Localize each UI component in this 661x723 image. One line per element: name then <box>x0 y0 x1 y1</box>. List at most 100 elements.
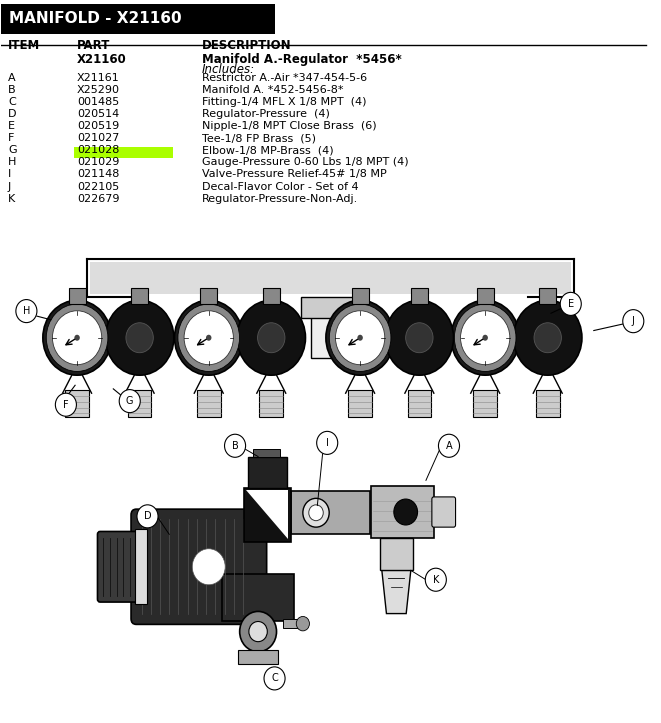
FancyBboxPatch shape <box>131 288 148 304</box>
Circle shape <box>74 335 80 341</box>
Circle shape <box>52 311 102 364</box>
FancyBboxPatch shape <box>291 491 370 534</box>
Circle shape <box>43 300 111 375</box>
Circle shape <box>461 311 510 364</box>
Polygon shape <box>382 570 410 614</box>
Circle shape <box>175 300 243 375</box>
FancyBboxPatch shape <box>259 390 283 417</box>
Circle shape <box>561 292 581 315</box>
Circle shape <box>483 335 488 341</box>
FancyBboxPatch shape <box>248 457 287 487</box>
FancyBboxPatch shape <box>348 390 372 417</box>
Text: 021148: 021148 <box>77 169 120 179</box>
FancyBboxPatch shape <box>473 390 497 417</box>
Text: F: F <box>8 133 15 143</box>
FancyBboxPatch shape <box>74 147 173 158</box>
Text: 020519: 020519 <box>77 121 120 131</box>
Polygon shape <box>247 490 288 539</box>
FancyBboxPatch shape <box>539 288 557 304</box>
Text: K: K <box>8 194 15 204</box>
FancyBboxPatch shape <box>380 538 412 570</box>
Circle shape <box>264 667 285 690</box>
Text: Includes:: Includes: <box>202 64 255 77</box>
Text: 021029: 021029 <box>77 158 120 168</box>
Text: G: G <box>8 145 17 155</box>
Circle shape <box>206 335 212 341</box>
Circle shape <box>225 435 246 457</box>
Text: 022679: 022679 <box>77 194 120 204</box>
Text: Restrictor A.-Air *347-454-5-6: Restrictor A.-Air *347-454-5-6 <box>202 73 368 82</box>
FancyBboxPatch shape <box>91 262 570 294</box>
Text: G: G <box>126 396 134 406</box>
Text: D: D <box>143 511 151 521</box>
Circle shape <box>623 309 644 333</box>
Text: E: E <box>568 299 574 309</box>
Circle shape <box>119 390 140 413</box>
FancyBboxPatch shape <box>222 574 294 621</box>
Text: D: D <box>8 109 17 119</box>
FancyBboxPatch shape <box>244 487 291 542</box>
Text: X25290: X25290 <box>77 85 120 95</box>
Circle shape <box>105 300 174 375</box>
Text: A: A <box>446 441 452 450</box>
Text: PART: PART <box>77 39 110 52</box>
Text: MANIFOLD - X21160: MANIFOLD - X21160 <box>9 11 182 26</box>
FancyBboxPatch shape <box>477 288 494 304</box>
Text: F: F <box>63 400 69 410</box>
FancyBboxPatch shape <box>262 288 280 304</box>
FancyBboxPatch shape <box>371 486 434 538</box>
Text: 021027: 021027 <box>77 133 120 143</box>
FancyBboxPatch shape <box>65 390 89 417</box>
Circle shape <box>258 322 285 353</box>
FancyBboxPatch shape <box>311 315 350 358</box>
Text: Gauge-Pressure 0-60 Lbs 1/8 MPT (4): Gauge-Pressure 0-60 Lbs 1/8 MPT (4) <box>202 158 408 168</box>
Circle shape <box>296 617 309 631</box>
Text: X21160: X21160 <box>77 53 127 66</box>
Text: X21161: X21161 <box>77 73 120 82</box>
Circle shape <box>126 322 153 353</box>
Circle shape <box>514 300 582 375</box>
Circle shape <box>438 435 459 457</box>
Circle shape <box>16 299 37 322</box>
FancyBboxPatch shape <box>253 449 280 457</box>
Circle shape <box>336 311 385 364</box>
Text: Elbow-1/8 MP-Brass  (4): Elbow-1/8 MP-Brass (4) <box>202 145 334 155</box>
FancyBboxPatch shape <box>301 296 360 318</box>
Text: Decal-Flavor Color - Set of 4: Decal-Flavor Color - Set of 4 <box>202 181 359 192</box>
Text: Valve-Pressure Relief-45# 1/8 MP: Valve-Pressure Relief-45# 1/8 MP <box>202 169 387 179</box>
FancyBboxPatch shape <box>69 288 86 304</box>
Text: Manifold A.-Regulator  *5456*: Manifold A.-Regulator *5456* <box>202 53 402 66</box>
Text: J: J <box>8 181 11 192</box>
Circle shape <box>454 304 516 372</box>
Text: C: C <box>8 97 16 107</box>
FancyBboxPatch shape <box>432 497 455 527</box>
Circle shape <box>329 304 391 372</box>
Circle shape <box>451 300 520 375</box>
Text: H: H <box>22 306 30 316</box>
Circle shape <box>56 393 77 416</box>
Circle shape <box>326 300 395 375</box>
Circle shape <box>394 499 418 525</box>
FancyBboxPatch shape <box>200 288 217 304</box>
Text: 022105: 022105 <box>77 181 120 192</box>
Text: C: C <box>271 673 278 683</box>
Text: I: I <box>8 169 11 179</box>
Circle shape <box>46 304 108 372</box>
Circle shape <box>534 322 561 353</box>
Text: 001485: 001485 <box>77 97 120 107</box>
Text: H: H <box>8 158 17 168</box>
FancyBboxPatch shape <box>352 288 369 304</box>
FancyBboxPatch shape <box>410 288 428 304</box>
Circle shape <box>240 612 276 651</box>
Text: E: E <box>8 121 15 131</box>
Circle shape <box>358 335 363 341</box>
Circle shape <box>425 568 446 591</box>
FancyBboxPatch shape <box>131 509 266 625</box>
Text: Regulator-Pressure  (4): Regulator-Pressure (4) <box>202 109 330 119</box>
Text: K: K <box>433 575 439 585</box>
FancyBboxPatch shape <box>135 529 147 604</box>
FancyBboxPatch shape <box>239 649 278 664</box>
Text: 021028: 021028 <box>77 145 120 155</box>
Circle shape <box>178 304 239 372</box>
Text: Tee-1/8 FP Brass  (5): Tee-1/8 FP Brass (5) <box>202 133 316 143</box>
